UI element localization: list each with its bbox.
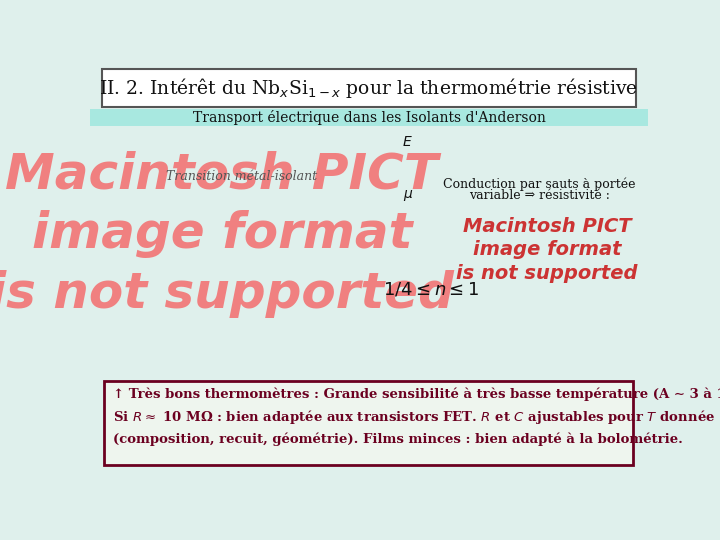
Text: Si $R \approx$ 10 MΩ : bien adaptée aux transistors FET. $R$ et $C$ ajustables p: Si $R \approx$ 10 MΩ : bien adaptée aux … — [113, 408, 716, 426]
Text: Transport électrique dans les Isolants d'Anderson: Transport électrique dans les Isolants d… — [192, 111, 546, 125]
Text: (composition, recuit, géométrie). Films minces : bien adapté à la bolométrie.: (composition, recuit, géométrie). Films … — [113, 432, 683, 446]
Text: $\mu$: $\mu$ — [402, 188, 413, 203]
Text: Conduction par sauts à portée: Conduction par sauts à portée — [444, 178, 636, 191]
Text: Macintosh PICT
image format
is not supported: Macintosh PICT image format is not suppo… — [456, 217, 638, 282]
Text: variable ⇒ résistivité :: variable ⇒ résistivité : — [469, 189, 610, 202]
Text: ↑ Très bons thermomètres : Grande sensibilité à très basse température (A ∼ 3 à : ↑ Très bons thermomètres : Grande sensib… — [113, 388, 720, 401]
Text: $1/4 \leq n \leq 1$: $1/4 \leq n \leq 1$ — [383, 281, 479, 299]
Text: Transition métal-isolant: Transition métal-isolant — [166, 170, 317, 183]
Bar — [104, 381, 634, 465]
Bar — [102, 69, 636, 107]
Text: II. 2. Intérêt du Nb$_x$Si$_{1-x}$ pour la thermométrie résistive: II. 2. Intérêt du Nb$_x$Si$_{1-x}$ pour … — [99, 76, 639, 100]
Text: Macintosh PICT
image format
is not supported: Macintosh PICT image format is not suppo… — [0, 151, 454, 318]
Text: $E$: $E$ — [402, 135, 413, 149]
Bar — [90, 110, 648, 126]
